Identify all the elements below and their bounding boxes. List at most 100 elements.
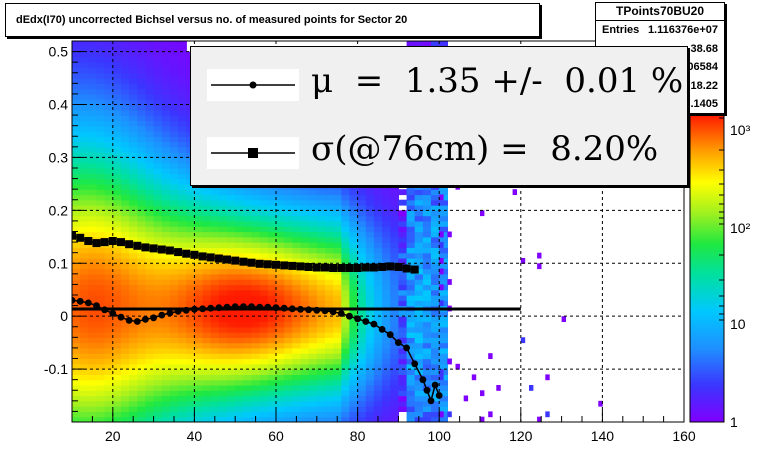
heatmap-cell <box>349 279 359 285</box>
heatmap-cell <box>341 226 351 233</box>
heatmap-cell <box>382 326 391 333</box>
heatmap-cell <box>88 268 98 275</box>
heatmap-cell <box>137 152 147 158</box>
heatmap-cell <box>96 369 106 375</box>
heatmap-cell <box>267 400 277 407</box>
heatmap-cell <box>341 205 351 211</box>
sigma-point <box>337 264 346 272</box>
heatmap-cell <box>398 369 408 375</box>
heatmap-cell <box>373 183 383 190</box>
heatmap-cell <box>104 120 114 127</box>
heatmap-cell <box>186 363 195 370</box>
heatmap-cell <box>169 67 179 74</box>
heatmap-cell <box>218 369 228 375</box>
heatmap-cell <box>210 316 220 323</box>
heatmap-cell <box>267 300 277 307</box>
mu-point <box>231 303 239 310</box>
heatmap-cell <box>398 321 408 328</box>
heatmap-cell <box>284 326 293 333</box>
heatmap-cell <box>129 295 138 301</box>
heatmap-cell <box>398 310 408 317</box>
heatmap-cell <box>382 215 391 222</box>
heatmap-cell <box>308 242 318 248</box>
heatmap-cell <box>80 326 89 333</box>
heatmap-cell <box>439 385 448 391</box>
heatmap-cell <box>96 215 106 222</box>
heatmap-cell <box>439 273 448 280</box>
heatmap-cell <box>129 379 138 386</box>
heatmap-cell <box>422 379 432 386</box>
heatmap-cell <box>439 347 448 354</box>
heatmap-cell <box>112 263 122 270</box>
sigma-point <box>149 244 158 253</box>
heatmap-cell <box>153 131 163 137</box>
heatmap-cell <box>72 194 81 201</box>
heatmap-cell <box>365 363 375 370</box>
heatmap-cell <box>88 231 98 238</box>
heatmap-cell <box>316 300 326 307</box>
heatmap-cell <box>72 247 81 254</box>
chart-title-box: dEdx(I70) uncorrected Bichsel versus no.… <box>5 3 540 37</box>
heatmap-cell <box>137 168 147 174</box>
heatmap-cell <box>243 300 253 307</box>
heatmap-cell <box>308 316 318 323</box>
heatmap-cell <box>382 194 391 201</box>
heatmap-cell <box>72 369 81 375</box>
heatmap-cell <box>406 363 416 370</box>
heatmap-cell <box>333 189 342 196</box>
heatmap-cell <box>325 332 334 338</box>
heatmap-cell <box>439 236 448 243</box>
heatmap-cell <box>406 337 416 344</box>
heatmap-cell <box>349 347 359 354</box>
heatmap-outlier-cell <box>480 390 485 397</box>
heatmap-cell <box>267 205 277 211</box>
heatmap-cell <box>316 385 326 391</box>
heatmap-cell <box>227 273 236 280</box>
heatmap-cell <box>202 189 212 196</box>
heatmap-cell <box>186 279 195 285</box>
heatmap-cell <box>308 353 318 360</box>
heatmap-cell <box>284 369 293 375</box>
heatmap-cell <box>145 300 155 307</box>
heatmap-cell <box>243 284 253 291</box>
heatmap-cell <box>251 411 261 418</box>
heatmap-cell <box>88 321 98 328</box>
heatmap-cell <box>373 400 383 407</box>
heatmap-cell <box>284 189 293 196</box>
mu-point <box>297 305 304 313</box>
heatmap-cell <box>210 284 220 291</box>
heatmap-cell <box>104 88 114 95</box>
heatmap-cell <box>414 258 424 264</box>
heatmap-cell <box>316 337 326 344</box>
x-tick-label: 100 <box>428 428 452 444</box>
heatmap-cell <box>96 321 106 328</box>
heatmap-cell <box>161 400 171 407</box>
heatmap-cell <box>72 199 81 206</box>
heatmap-cell <box>186 406 195 412</box>
heatmap-cell <box>129 115 138 121</box>
heatmap-cell <box>284 268 293 275</box>
heatmap-cell <box>96 168 106 174</box>
heatmap-cell <box>251 189 261 196</box>
heatmap-cell <box>161 199 171 206</box>
heatmap-cell <box>316 220 326 227</box>
heatmap-cell <box>129 215 138 222</box>
heatmap-cell <box>235 252 244 259</box>
heatmap-cell <box>357 300 367 307</box>
heatmap-cell <box>382 390 391 397</box>
heatmap-cell <box>72 104 81 111</box>
heatmap-cell <box>243 316 253 323</box>
heatmap-cell <box>235 268 244 275</box>
heatmap-cell <box>431 332 440 338</box>
heatmap-cell <box>161 99 171 106</box>
heatmap-cell <box>227 263 236 270</box>
heatmap-cell <box>161 321 171 328</box>
heatmap-cell <box>186 284 195 291</box>
heatmap-cell <box>308 199 318 206</box>
heatmap-cell <box>104 104 114 111</box>
heatmap-cell <box>153 41 163 47</box>
heatmap-cell <box>202 342 212 349</box>
heatmap-cell <box>349 258 359 264</box>
heatmap-cell <box>390 189 399 196</box>
